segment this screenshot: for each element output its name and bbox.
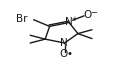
Text: Br: Br [16,14,27,24]
Text: O: O [59,49,67,59]
Text: O: O [83,10,91,20]
Text: +: + [71,16,76,22]
Text: •: • [66,49,72,59]
Text: −: − [89,9,96,18]
Text: N: N [64,17,72,27]
Text: N: N [60,38,67,48]
